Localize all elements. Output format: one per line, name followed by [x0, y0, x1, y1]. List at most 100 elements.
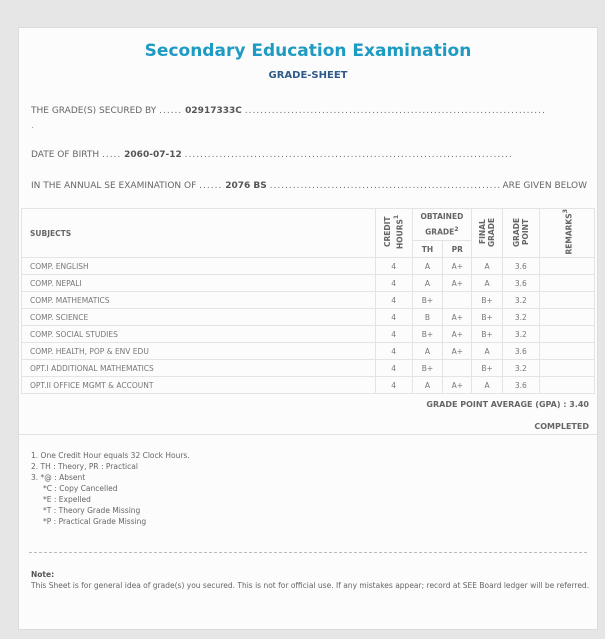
- cell-pr: A+: [442, 325, 473, 343]
- header-obtained: OBTAINED GRADE2: [411, 208, 473, 241]
- footnote: *C : Copy Cancelled: [43, 484, 118, 493]
- dashed-divider: [29, 552, 587, 553]
- cell-subject: COMP. SCIENCE: [21, 308, 376, 326]
- footnotes: 1. One Credit Hour equals 32 Clock Hours…: [31, 450, 190, 527]
- cell-gp: 3.6: [502, 376, 540, 394]
- gpa: GRADE POINT AVERAGE (GPA) : 3.40: [426, 400, 589, 409]
- cell-th: B: [411, 308, 444, 326]
- table-row: COMP. SOCIAL STUDIES 4 B+ A+ B+ 3.2: [21, 325, 596, 343]
- cell-final: A: [471, 376, 504, 394]
- header-remarks: REMARKS3: [538, 208, 596, 258]
- cell-th: A: [411, 257, 444, 275]
- cell-remarks: [538, 257, 596, 275]
- grades-table: SUBJECTS CREDIT HOURS1 OBTAINED GRADE2 F…: [21, 208, 596, 394]
- cell-credit: 4: [374, 342, 413, 360]
- cell-credit: 4: [374, 376, 413, 394]
- cell-final: B+: [471, 359, 504, 377]
- cell-subject: COMP. ENGLISH: [21, 257, 376, 275]
- cell-remarks: [538, 274, 596, 292]
- header-gp: GRADE POINT: [502, 208, 540, 258]
- cell-remarks: [538, 308, 596, 326]
- cell-remarks: [538, 359, 596, 377]
- page-subtitle: GRADE-SHEET: [268, 70, 348, 81]
- exam-year: 2076 BS: [225, 181, 267, 191]
- cell-credit: 4: [374, 274, 413, 292]
- cell-credit: 4: [374, 359, 413, 377]
- dob-line: DATE OF BIRTH ..... 2060-07-12 .........…: [31, 150, 513, 160]
- symbol-number: 02917333C: [185, 106, 242, 116]
- cell-pr: A+: [442, 274, 473, 292]
- cell-pr: A+: [442, 308, 473, 326]
- header-pr: PR: [442, 240, 473, 258]
- cell-subject: OPT.II OFFICE MGMT & ACCOUNT: [21, 376, 376, 394]
- table-row: COMP. MATHEMATICS 4 B+ B+ 3.2: [21, 291, 596, 309]
- table-row: COMP. SCIENCE 4 B A+ B+ 3.2: [21, 308, 596, 326]
- cell-pr: A+: [442, 257, 473, 275]
- cell-subject: OPT.I ADDITIONAL MATHEMATICS: [21, 359, 376, 377]
- cell-pr: [442, 359, 473, 377]
- cell-remarks: [538, 325, 596, 343]
- cell-gp: 3.2: [502, 291, 540, 309]
- table-row: COMP. ENGLISH 4 A A+ A 3.6: [21, 257, 596, 275]
- cell-remarks: [538, 291, 596, 309]
- cell-pr: A+: [442, 342, 473, 360]
- footnote: *E : Expelled: [43, 495, 91, 504]
- header-th: TH: [411, 240, 444, 258]
- cell-pr: [442, 291, 473, 309]
- note: Note: This Sheet is for general idea of …: [31, 569, 589, 591]
- secured-by-label: THE GRADE(S) SECURED BY: [31, 106, 157, 116]
- cell-final: A: [471, 257, 504, 275]
- page-title: Secondary Education Examination: [144, 41, 472, 61]
- dot-mark: .: [31, 121, 34, 131]
- cell-subject: COMP. SOCIAL STUDIES: [21, 325, 376, 343]
- footnote: *T : Theory Grade Missing: [43, 506, 141, 515]
- footnote: *P : Practical Grade Missing: [43, 517, 147, 526]
- cell-credit: 4: [374, 257, 413, 275]
- cell-remarks: [538, 342, 596, 360]
- dob-label: DATE OF BIRTH: [31, 150, 100, 160]
- result-status: COMPLETED: [534, 422, 589, 431]
- cell-th: B+: [411, 359, 444, 377]
- cell-gp: 3.2: [502, 308, 540, 326]
- table-row: COMP. NEPALI 4 A A+ A 3.6: [21, 274, 596, 292]
- cell-gp: 3.6: [502, 342, 540, 360]
- table-row: OPT.II OFFICE MGMT & ACCOUNT 4 A A+ A 3.6: [21, 376, 596, 394]
- note-text: This Sheet is for general idea of grade(…: [31, 581, 590, 590]
- cell-gp: 3.6: [502, 274, 540, 292]
- cell-th: A: [411, 274, 444, 292]
- cell-subject: COMP. HEALTH, POP & ENV EDU: [21, 342, 376, 360]
- footnote: 3. *@ : Absent: [31, 473, 86, 482]
- header-credit: CREDIT HOURS1: [374, 208, 413, 258]
- cell-subject: COMP. MATHEMATICS: [21, 291, 376, 309]
- secured-by-line: THE GRADE(S) SECURED BY ...... 02917333C…: [31, 106, 546, 116]
- cell-th: B+: [411, 291, 444, 309]
- note-label: Note:: [31, 570, 55, 579]
- cell-final: B+: [471, 291, 504, 309]
- cell-gp: 3.2: [502, 325, 540, 343]
- cell-th: A: [411, 376, 444, 394]
- cell-final: B+: [471, 308, 504, 326]
- dob-value: 2060-07-12: [124, 150, 182, 160]
- cell-th: B+: [411, 325, 444, 343]
- header-subjects: SUBJECTS: [21, 208, 376, 258]
- footnote: 2. TH : Theory, PR : Practical: [31, 462, 138, 471]
- cell-gp: 3.2: [502, 359, 540, 377]
- cell-final: B+: [471, 325, 504, 343]
- exam-label: IN THE ANNUAL SE EXAMINATION OF: [31, 181, 197, 191]
- cell-credit: 4: [374, 308, 413, 326]
- cell-final: A: [471, 342, 504, 360]
- footnote: 1. One Credit Hour equals 32 Clock Hours…: [31, 451, 190, 460]
- exam-suffix: ARE GIVEN BELOW: [502, 181, 587, 191]
- cell-th: A: [411, 342, 444, 360]
- grade-sheet: Secondary Education Examination GRADE-SH…: [18, 27, 598, 630]
- table-row: COMP. HEALTH, POP & ENV EDU 4 A A+ A 3.6: [21, 342, 596, 360]
- exam-line: IN THE ANNUAL SE EXAMINATION OF ...... 2…: [31, 181, 587, 191]
- cell-subject: COMP. NEPALI: [21, 274, 376, 292]
- cell-pr: A+: [442, 376, 473, 394]
- cell-remarks: [538, 376, 596, 394]
- header-final: FINAL GRADE: [471, 208, 504, 258]
- cell-final: A: [471, 274, 504, 292]
- cell-credit: 4: [374, 325, 413, 343]
- cell-credit: 4: [374, 291, 413, 309]
- table-row: OPT.I ADDITIONAL MATHEMATICS 4 B+ B+ 3.2: [21, 359, 596, 377]
